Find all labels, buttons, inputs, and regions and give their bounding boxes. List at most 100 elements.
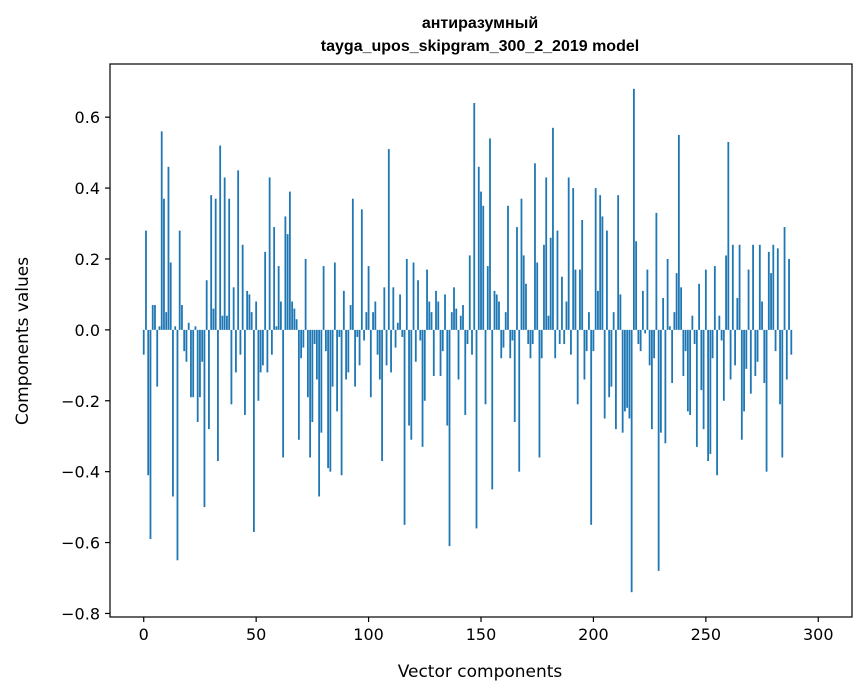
bar-167 bbox=[518, 329, 521, 472]
bar-205 bbox=[603, 329, 606, 419]
bar-165 bbox=[513, 329, 516, 423]
bar-271 bbox=[752, 244, 754, 330]
bar-160 bbox=[502, 329, 505, 348]
bar-202 bbox=[597, 290, 599, 330]
bar-251 bbox=[707, 329, 709, 462]
bar-186 bbox=[561, 276, 563, 330]
bar-195 bbox=[581, 219, 584, 330]
bar-77 bbox=[315, 329, 318, 380]
bar-229 bbox=[657, 329, 660, 571]
bar-60 bbox=[277, 266, 280, 330]
bar-201 bbox=[594, 188, 597, 330]
bar-212 bbox=[619, 294, 622, 330]
bar-9 bbox=[163, 198, 165, 330]
bar-106 bbox=[381, 329, 383, 462]
bar-213 bbox=[621, 329, 624, 433]
bar-269 bbox=[747, 269, 750, 330]
bar-275 bbox=[761, 301, 763, 330]
bar-177 bbox=[540, 329, 543, 359]
y-tick-label: −0.8 bbox=[61, 604, 100, 623]
plot-area-frame bbox=[109, 63, 853, 618]
y-tick-label: −0.2 bbox=[61, 392, 100, 411]
bar-176 bbox=[538, 329, 541, 458]
bar-25 bbox=[199, 329, 201, 398]
bar-288 bbox=[790, 329, 793, 355]
bar-1 bbox=[145, 230, 147, 330]
bar-118 bbox=[408, 329, 410, 426]
bar-238 bbox=[677, 134, 680, 330]
x-tick-label: 250 bbox=[691, 625, 722, 644]
bar-8 bbox=[160, 131, 163, 330]
bar-82 bbox=[327, 329, 329, 469]
bar-214 bbox=[624, 329, 626, 412]
bar-78 bbox=[318, 329, 321, 497]
bar-18 bbox=[183, 329, 186, 352]
bar-93 bbox=[351, 198, 354, 330]
bar-257 bbox=[720, 329, 723, 341]
bar-280 bbox=[772, 244, 775, 330]
bar-128 bbox=[430, 312, 433, 330]
bar-56 bbox=[268, 177, 271, 330]
bar-75 bbox=[311, 329, 314, 423]
bar-175 bbox=[536, 262, 539, 330]
x-tick-label: 50 bbox=[246, 625, 266, 644]
bar-103 bbox=[374, 301, 377, 330]
bar-155 bbox=[491, 329, 494, 490]
bar-23 bbox=[194, 326, 197, 330]
bar-16 bbox=[178, 230, 181, 330]
bar-239 bbox=[680, 287, 683, 330]
bar-279 bbox=[770, 273, 772, 330]
bar-266 bbox=[740, 329, 743, 440]
bar-80 bbox=[322, 266, 325, 330]
bar-114 bbox=[399, 294, 401, 330]
bar-63 bbox=[284, 216, 287, 330]
bar-44 bbox=[241, 244, 244, 330]
y-tick-label: 0.0 bbox=[75, 321, 100, 340]
bar-71 bbox=[302, 329, 305, 348]
bar-232 bbox=[664, 329, 667, 444]
bar-102 bbox=[372, 312, 374, 330]
bar-245 bbox=[693, 329, 696, 345]
bar-89 bbox=[342, 290, 345, 330]
bar-242 bbox=[686, 329, 689, 412]
bar-31 bbox=[212, 308, 215, 330]
bar-181 bbox=[549, 237, 552, 330]
x-axis-label: Vector components bbox=[398, 662, 563, 682]
bar-59 bbox=[275, 326, 278, 330]
bar-61 bbox=[279, 301, 282, 330]
bar-256 bbox=[718, 315, 721, 330]
bar-12 bbox=[169, 262, 172, 330]
bar-139 bbox=[455, 308, 458, 330]
bar-172 bbox=[529, 329, 532, 359]
bar-224 bbox=[646, 269, 649, 330]
bar-273 bbox=[756, 329, 759, 362]
bar-121 bbox=[414, 329, 417, 362]
bar-159 bbox=[500, 329, 503, 359]
bar-174 bbox=[534, 163, 536, 330]
bar-162 bbox=[507, 205, 509, 330]
bar-52 bbox=[259, 329, 262, 373]
bar-79 bbox=[320, 329, 323, 433]
bar-0 bbox=[142, 329, 145, 355]
bar-142 bbox=[462, 305, 464, 330]
bar-119 bbox=[410, 329, 413, 440]
bar-48 bbox=[250, 312, 253, 330]
x-tick-label: 0 bbox=[139, 625, 149, 644]
bar-131 bbox=[437, 301, 440, 330]
bar-248 bbox=[700, 329, 703, 391]
bar-68 bbox=[295, 319, 298, 330]
bar-204 bbox=[601, 216, 604, 330]
bar-104 bbox=[376, 329, 379, 355]
bar-193 bbox=[576, 329, 579, 405]
bar-64 bbox=[286, 234, 289, 330]
y-tick-label: 0.4 bbox=[75, 179, 100, 198]
bar-274 bbox=[758, 244, 761, 330]
bar-146 bbox=[471, 329, 473, 355]
bar-39 bbox=[230, 329, 233, 405]
bar-260 bbox=[727, 141, 730, 330]
bar-211 bbox=[617, 195, 620, 330]
bar-194 bbox=[579, 269, 581, 330]
bar-141 bbox=[459, 315, 462, 330]
bar-246 bbox=[695, 329, 698, 447]
bar-110 bbox=[390, 329, 392, 373]
